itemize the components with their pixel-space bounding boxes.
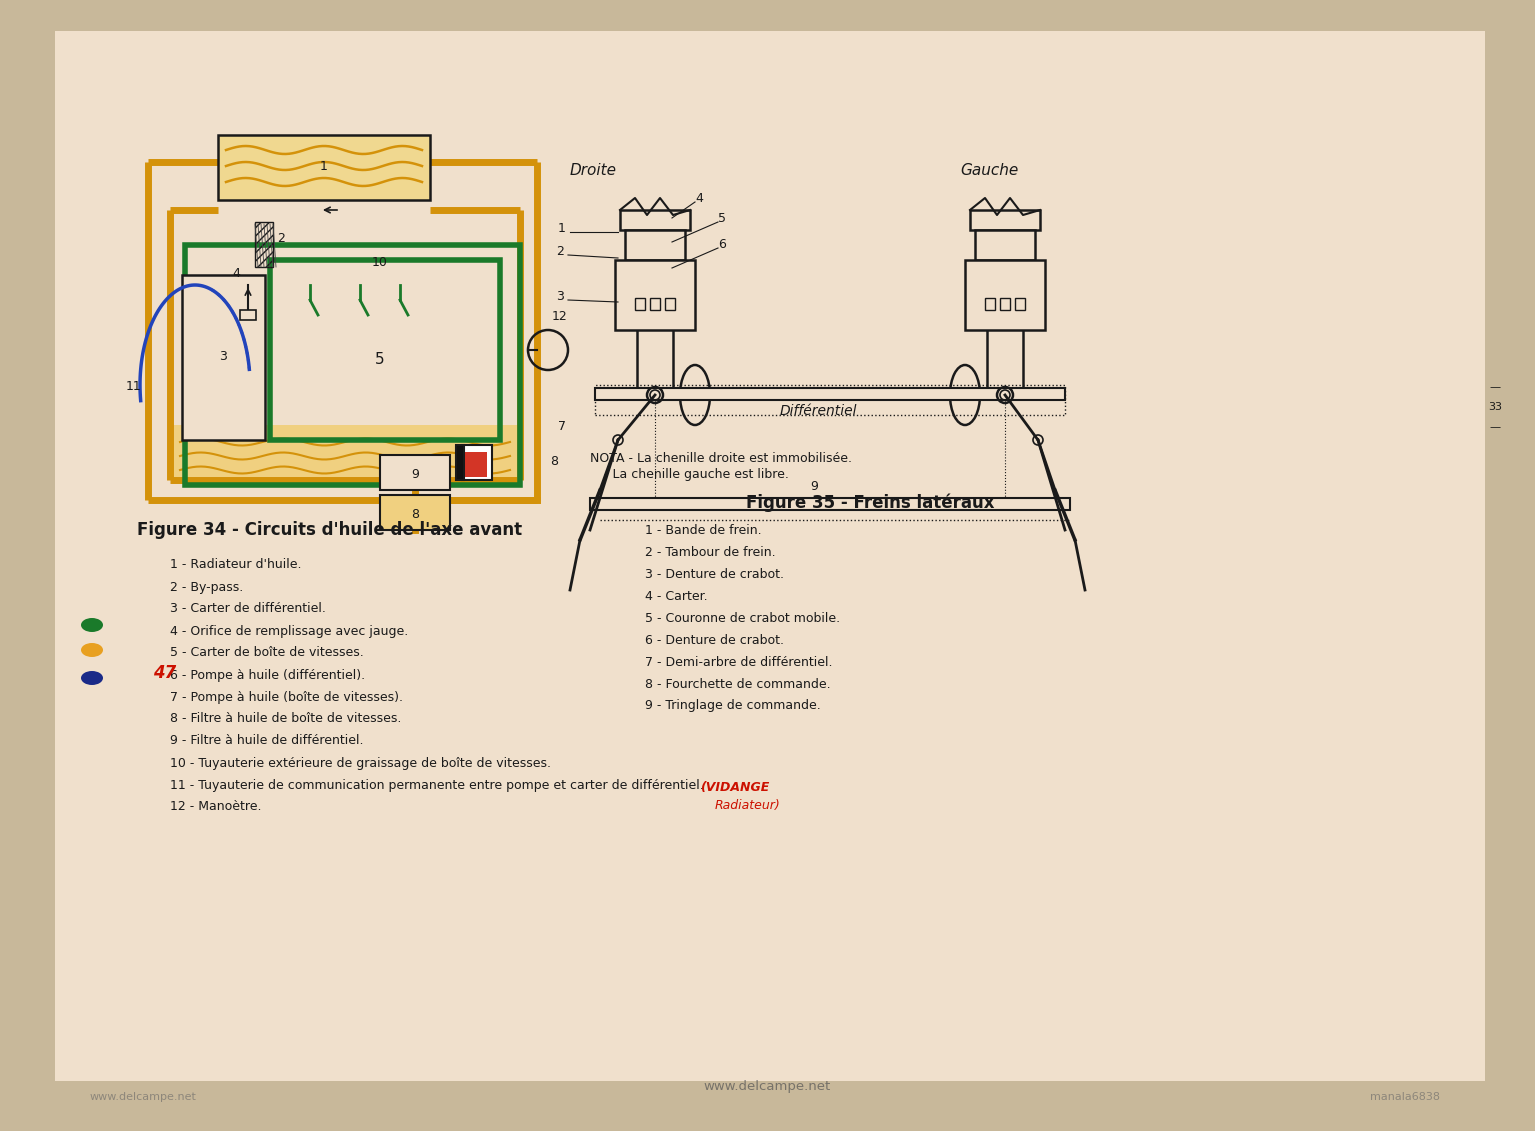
Bar: [649, 297, 660, 310]
Text: Droite: Droite: [569, 163, 617, 178]
Text: 5: 5: [718, 211, 726, 225]
Text: 5 - Couronne de crabot mobile.: 5 - Couronne de crabot mobile.: [645, 612, 840, 624]
Text: 9 - Tringlage de commande.: 9 - Tringlage de commande.: [645, 699, 821, 713]
Text: 9: 9: [810, 480, 818, 493]
Text: 8: 8: [550, 455, 559, 468]
Bar: [966, 260, 1045, 330]
Text: 5 - Carter de boîte de vitesses.: 5 - Carter de boîte de vitesses.: [170, 647, 364, 659]
Bar: [170, 425, 520, 480]
Bar: [456, 444, 464, 480]
Text: Gauche: Gauche: [959, 163, 1018, 178]
Ellipse shape: [680, 365, 711, 425]
Bar: [635, 297, 645, 310]
Text: —: —: [1489, 382, 1501, 392]
Text: www.delcampe.net: www.delcampe.net: [91, 1093, 196, 1102]
Text: Radiateur): Radiateur): [715, 798, 781, 812]
Bar: [637, 215, 672, 390]
Text: 47: 47: [154, 664, 177, 682]
Text: 2: 2: [276, 232, 286, 245]
Bar: [987, 215, 1022, 390]
Text: 33: 33: [1487, 402, 1503, 412]
Text: 3: 3: [220, 351, 227, 363]
Text: NOTA - La chenille droite est immobilisée.: NOTA - La chenille droite est immobilisé…: [589, 452, 852, 465]
Bar: [616, 260, 695, 330]
Ellipse shape: [81, 618, 103, 632]
Text: 4 - Orifice de remplissage avec jauge.: 4 - Orifice de remplissage avec jauge.: [170, 624, 408, 638]
Bar: [999, 297, 1010, 310]
Text: 1: 1: [559, 222, 566, 235]
Text: 4 - Carter.: 4 - Carter.: [645, 589, 708, 603]
Text: 2 - Tambour de frein.: 2 - Tambour de frein.: [645, 545, 775, 559]
Text: 11 - Tuyauterie de communication permanente entre pompe et carter de différentie: 11 - Tuyauterie de communication permane…: [170, 778, 703, 792]
Text: 1: 1: [321, 161, 328, 173]
Text: 3 - Carter de différentiel.: 3 - Carter de différentiel.: [170, 603, 325, 615]
Text: 12: 12: [553, 310, 568, 323]
Text: 1 - Bande de frein.: 1 - Bande de frein.: [645, 524, 761, 536]
Bar: [381, 495, 450, 530]
Bar: [186, 245, 520, 485]
Bar: [1015, 297, 1025, 310]
Bar: [970, 210, 1041, 230]
Bar: [462, 444, 493, 480]
Bar: [625, 230, 685, 260]
Text: 7: 7: [559, 420, 566, 433]
Text: 11: 11: [126, 380, 141, 392]
Text: 6: 6: [718, 238, 726, 251]
Bar: [620, 210, 691, 230]
Bar: [596, 385, 1065, 415]
Ellipse shape: [81, 644, 103, 657]
Text: 7 - Demi-arbre de différentiel.: 7 - Demi-arbre de différentiel.: [645, 656, 832, 668]
Bar: [665, 297, 675, 310]
Text: 4: 4: [232, 267, 239, 280]
Bar: [255, 222, 273, 267]
Text: 8 - Fourchette de commande.: 8 - Fourchette de commande.: [645, 677, 830, 691]
Text: 4: 4: [695, 192, 703, 205]
Text: - La chenille gauche est libre.: - La chenille gauche est libre.: [603, 468, 789, 481]
Bar: [465, 452, 487, 477]
Bar: [975, 230, 1035, 260]
Text: 3 - Denture de crabot.: 3 - Denture de crabot.: [645, 568, 784, 580]
Text: 9 - Filtre à huile de différentiel.: 9 - Filtre à huile de différentiel.: [170, 734, 364, 748]
Text: 6 - Pompe à huile (différentiel).: 6 - Pompe à huile (différentiel).: [170, 668, 365, 682]
Text: 8: 8: [411, 509, 419, 521]
Text: 7 - Pompe à huile (boîte de vitesses).: 7 - Pompe à huile (boîte de vitesses).: [170, 691, 404, 703]
Text: 2 - By-pass.: 2 - By-pass.: [170, 580, 243, 594]
Text: (VIDANGE: (VIDANGE: [700, 782, 769, 794]
Text: 10 - Tuyauterie extérieure de graissage de boîte de vitesses.: 10 - Tuyauterie extérieure de graissage …: [170, 757, 551, 769]
Bar: [183, 275, 266, 440]
Text: manala6838: manala6838: [1371, 1093, 1440, 1102]
Text: —: —: [1489, 422, 1501, 432]
Bar: [985, 297, 995, 310]
Text: www.delcampe.net: www.delcampe.net: [703, 1080, 830, 1093]
Bar: [218, 135, 430, 200]
Text: Figure 35 - Freins latéraux: Figure 35 - Freins latéraux: [746, 493, 995, 512]
Bar: [381, 455, 450, 490]
Text: 6 - Denture de crabot.: 6 - Denture de crabot.: [645, 633, 784, 647]
Text: 5: 5: [375, 353, 385, 368]
Text: Différentiel: Différentiel: [780, 404, 858, 418]
Text: 3: 3: [556, 290, 563, 303]
Text: 9: 9: [411, 468, 419, 482]
Text: 12 - Manoètre.: 12 - Manoètre.: [170, 801, 261, 813]
Text: Figure 34 - Circuits d'huile de l'axe avant: Figure 34 - Circuits d'huile de l'axe av…: [138, 521, 522, 539]
Bar: [589, 498, 1070, 510]
Bar: [270, 260, 500, 440]
Bar: [596, 388, 1065, 400]
Bar: [239, 310, 256, 320]
Text: 10: 10: [371, 256, 388, 268]
Ellipse shape: [950, 365, 979, 425]
Text: 2: 2: [556, 245, 563, 258]
Ellipse shape: [81, 671, 103, 685]
Text: 8 - Filtre à huile de boîte de vitesses.: 8 - Filtre à huile de boîte de vitesses.: [170, 713, 401, 725]
Text: 1 - Radiateur d'huile.: 1 - Radiateur d'huile.: [170, 559, 301, 571]
